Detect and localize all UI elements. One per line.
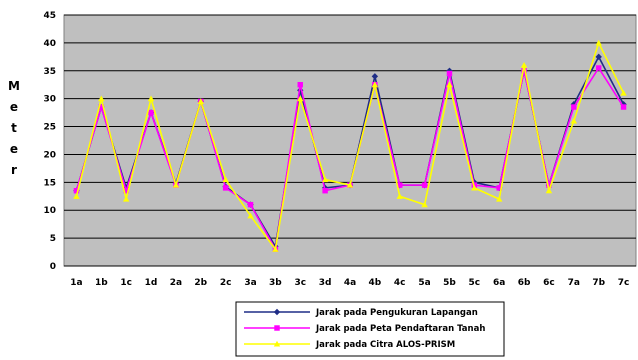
data-point <box>620 89 627 96</box>
x-tick-label: 1a <box>70 278 82 288</box>
x-tick-label: 4b <box>369 278 382 288</box>
data-point <box>197 98 204 105</box>
y-tick-label: 0 <box>50 262 56 272</box>
data-point <box>73 193 80 199</box>
y-tick-label: 45 <box>43 11 56 21</box>
data-point <box>222 176 229 183</box>
data-point <box>346 181 354 188</box>
data-point <box>521 68 527 74</box>
legend: Jarak pada Pengukuran Lapangan Jarak pada… <box>235 301 505 357</box>
data-point <box>570 117 578 124</box>
data-point <box>496 195 503 202</box>
data-point <box>595 39 602 46</box>
data-point <box>272 246 279 252</box>
legend-item: Jarak pada Peta Pendaftaran Tanah <box>244 324 485 334</box>
data-point <box>297 95 304 102</box>
y-tick-label: 35 <box>43 67 56 77</box>
data-point <box>222 185 229 191</box>
data-point <box>148 109 154 116</box>
x-tick-label: 3b <box>269 278 282 288</box>
x-tick-label: 4c <box>394 278 406 288</box>
data-point <box>396 193 403 199</box>
data-point <box>147 95 155 102</box>
y-tick-label: 40 <box>43 39 56 49</box>
y-tick-label: 25 <box>43 123 56 133</box>
data-point <box>595 65 602 71</box>
y-tick-label: 30 <box>43 95 56 105</box>
x-tick-label: 5b <box>443 278 456 288</box>
data-point <box>371 81 379 88</box>
y-tick-label: 10 <box>43 206 56 216</box>
data-point <box>322 187 328 194</box>
x-tick-label: 1b <box>95 278 108 288</box>
legend-box <box>235 301 505 357</box>
x-tick-label: 3d <box>319 278 332 288</box>
data-point <box>421 182 428 188</box>
x-tick-label: 1c <box>120 278 132 288</box>
x-tick-label: 2a <box>170 278 182 288</box>
x-tick-label: 2b <box>194 278 207 288</box>
data-point <box>371 73 379 80</box>
data-point <box>546 182 552 188</box>
data-point <box>520 62 528 68</box>
x-tick-label: 5a <box>418 278 430 288</box>
data-point <box>545 187 553 194</box>
y-tick-labels: 0 5 10 15 20 25 30 35 40 45 <box>43 11 56 272</box>
legend-label: Jarak pada Citra ALOS-PRISM <box>315 340 455 350</box>
x-tick-label: 4a <box>344 278 356 288</box>
data-point <box>247 201 254 208</box>
legend-item: Jarak pada Pengukuran Lapangan <box>244 308 478 318</box>
legend-item: Jarak pada Citra ALOS-PRISM <box>244 340 455 350</box>
data-point <box>496 185 502 191</box>
data-point <box>297 82 303 88</box>
data-point <box>98 104 105 110</box>
x-tick-label: 7c <box>618 278 630 288</box>
data-point <box>123 187 129 194</box>
legend-label: Jarak pada Pengukuran Lapangan <box>315 308 478 318</box>
x-tick-label: 6b <box>518 278 531 288</box>
data-point <box>98 95 105 102</box>
y-tick-label: 5 <box>50 234 56 244</box>
x-tick-label: 7b <box>592 278 605 288</box>
data-point <box>247 212 254 219</box>
x-tick-label: 3a <box>244 278 256 288</box>
data-point <box>595 53 602 61</box>
x-tick-label: 6a <box>493 278 505 288</box>
legend-marker <box>273 308 281 316</box>
data-point <box>73 187 80 194</box>
data-point <box>397 182 403 188</box>
x-tick-label: 2c <box>220 278 232 288</box>
series-3 <box>73 39 627 252</box>
data-point <box>446 70 453 77</box>
y-tick-label: 15 <box>43 178 56 188</box>
series-lines <box>73 39 627 252</box>
legend-marker <box>273 340 281 347</box>
x-tick-label: 3c <box>294 278 306 288</box>
data-point <box>446 81 453 88</box>
data-point <box>321 176 329 183</box>
data-point <box>471 184 478 191</box>
x-tick-label: 6c <box>543 278 555 288</box>
data-point <box>172 181 180 188</box>
data-point <box>571 104 577 110</box>
x-tick-label: 1d <box>145 278 158 288</box>
data-point <box>620 104 627 110</box>
data-point <box>421 201 428 208</box>
y-tick-label: 20 <box>43 150 56 160</box>
data-point <box>122 195 130 202</box>
plot-area <box>63 14 637 267</box>
legend-label: Jarak pada Peta Pendaftaran Tanah <box>315 324 485 334</box>
legend-marker <box>274 325 280 331</box>
x-tick-labels: 1a 1b 1c 1d 2a 2b 2c 3a 3b 3c 3d 4a 4b 4c 5a 5b 5c 6a 6b 6c… <box>70 278 629 288</box>
x-tick-label: 5c <box>469 278 481 288</box>
x-tick-label: 7a <box>568 278 580 288</box>
